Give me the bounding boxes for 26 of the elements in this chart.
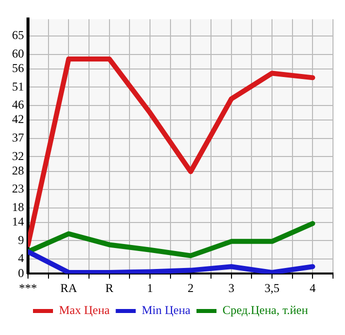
x-tick-label: 2 (188, 280, 194, 295)
x-tick-label: 1 (147, 280, 153, 295)
x-tick-label: RA (60, 280, 78, 295)
x-tick-label: 3 (228, 280, 234, 295)
x-tick-label: *** (19, 280, 37, 295)
legend-label: Сред.Цена, т.йен (222, 303, 309, 318)
y-tick-label: 18 (12, 200, 24, 214)
y-tick-label: 46 (12, 98, 24, 112)
y-tick-label: 42 (12, 112, 24, 126)
x-tick-label: R (105, 280, 114, 295)
x-tick-label: 3,5 (264, 280, 280, 295)
y-tick-label: 51 (12, 79, 24, 94)
x-tick-label: 4 (310, 280, 316, 295)
legend-label: Max Цена (58, 303, 110, 318)
y-tick-label: 0 (18, 266, 24, 280)
y-tick-label: 23 (12, 182, 24, 196)
y-tick-label: 60 (12, 46, 24, 60)
y-tick-label: 28 (12, 163, 24, 178)
y-tick-label: 65 (12, 28, 24, 42)
y-tick-label: 56 (12, 61, 24, 76)
y-tick-label: 37 (12, 130, 24, 145)
y-tick-label: 4 (18, 251, 24, 266)
y-tick-label: 32 (12, 148, 24, 163)
y-tick-label: 14 (12, 214, 24, 229)
legend-label: Min Цена (142, 303, 192, 318)
y-tick-label: 9 (18, 232, 24, 247)
